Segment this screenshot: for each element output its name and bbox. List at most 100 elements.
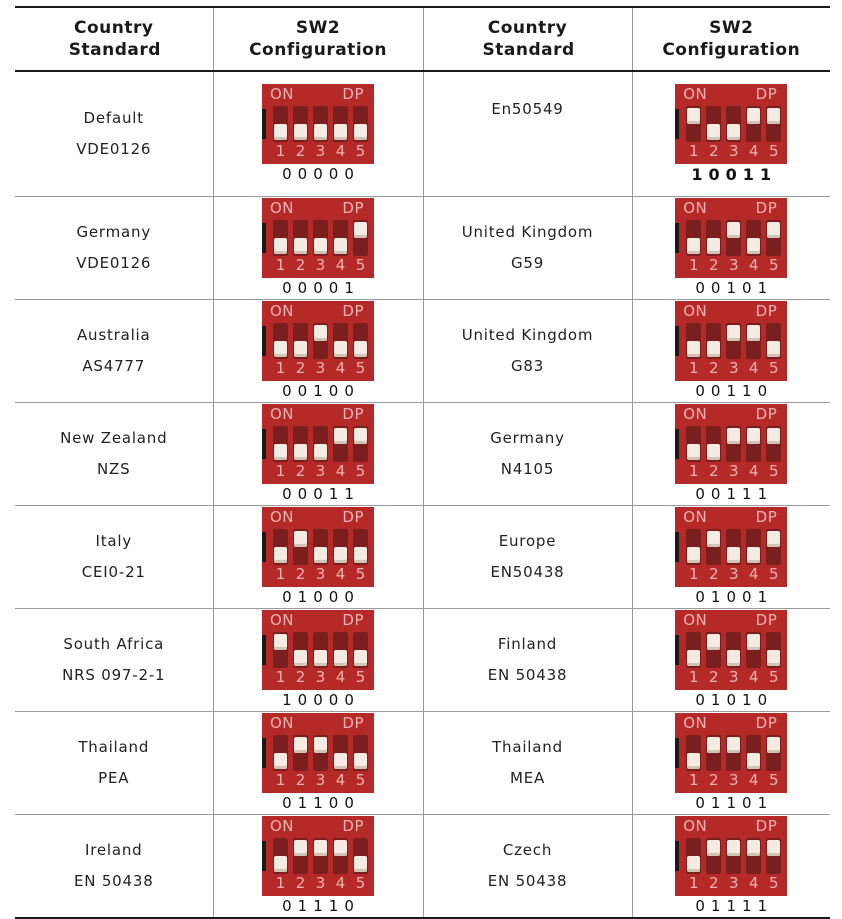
dip-number-1: 1 bbox=[688, 142, 699, 160]
dip-knob-5 bbox=[354, 856, 367, 872]
dip-notch bbox=[262, 532, 266, 562]
dip-notch bbox=[675, 223, 680, 253]
country-name: Europe bbox=[498, 532, 557, 550]
dip-knob-1 bbox=[274, 341, 287, 357]
sw2-config-cell: ON DP 1 2 3 4 5 01101 bbox=[631, 711, 830, 815]
country-name: United Kingdom bbox=[461, 326, 594, 344]
header-row: Country Standard SW2 Configuration Count… bbox=[15, 6, 830, 72]
dip-slot-5 bbox=[766, 838, 782, 874]
standard-name: EN 50438 bbox=[487, 872, 568, 890]
sw2-code: 10011 bbox=[691, 165, 778, 184]
dip-knob-5 bbox=[354, 753, 367, 769]
sw2-config-cell: ON DP 1 2 3 4 5 00100 bbox=[212, 299, 424, 403]
dip-number-4: 4 bbox=[748, 256, 759, 274]
dip-slot-4 bbox=[746, 529, 762, 565]
dip-number-1: 1 bbox=[688, 668, 699, 686]
dip-knob-3 bbox=[314, 840, 327, 856]
dip-knob-1 bbox=[687, 856, 701, 872]
country-cell: Europe EN50438 bbox=[422, 505, 633, 609]
dip-knob-4 bbox=[334, 840, 347, 856]
dip-dp-label: DP bbox=[755, 714, 778, 732]
dip-number-1: 1 bbox=[688, 462, 699, 480]
dip-number-3: 3 bbox=[315, 256, 326, 274]
dip-number-5: 5 bbox=[768, 874, 779, 892]
dip-dp-label: DP bbox=[755, 508, 778, 526]
country-name: New Zealand bbox=[60, 429, 168, 447]
dip-slot-2 bbox=[293, 323, 308, 359]
sw2-dip-switch: ON DP 1 2 3 4 5 01101 bbox=[675, 713, 788, 813]
sw2-config-cell: ON DP 1 2 3 4 5 00000 bbox=[212, 70, 424, 197]
dip-knob-4 bbox=[334, 547, 347, 563]
dip-switch-body: ON DP 1 2 3 4 5 bbox=[675, 404, 788, 484]
dip-knob-4 bbox=[747, 108, 761, 124]
dip-number-5: 5 bbox=[768, 142, 779, 160]
dip-number-5: 5 bbox=[768, 668, 779, 686]
country-name: Ireland bbox=[85, 841, 143, 859]
dip-switch-body: ON DP 1 2 3 4 5 bbox=[262, 713, 374, 793]
dip-dp-label: DP bbox=[755, 817, 778, 835]
dip-slot-3 bbox=[313, 838, 328, 874]
dip-slot-1 bbox=[273, 529, 288, 565]
dip-slot-5 bbox=[353, 632, 368, 668]
dip-slot-3 bbox=[313, 632, 328, 668]
dip-number-4: 4 bbox=[748, 668, 759, 686]
sw2-config-cell: ON DP 1 2 3 4 5 10000 bbox=[212, 608, 424, 712]
standard-name: PEA bbox=[98, 769, 130, 787]
dip-knob-5 bbox=[354, 124, 367, 140]
country-cell: United Kingdom G83 bbox=[422, 299, 633, 403]
sw2-code: 01110 bbox=[282, 897, 360, 915]
dip-slot-4 bbox=[333, 220, 348, 256]
dip-switch-body: ON DP 1 2 3 4 5 bbox=[675, 713, 788, 793]
country-cell: Finland EN 50438 bbox=[422, 608, 633, 712]
dip-slot-3 bbox=[726, 220, 742, 256]
dip-on-label: ON bbox=[270, 85, 295, 103]
dip-slot-2 bbox=[706, 838, 722, 874]
dip-switch-body: ON DP 1 2 3 4 5 bbox=[675, 198, 788, 278]
dip-number-5: 5 bbox=[355, 771, 366, 789]
dip-knob-4 bbox=[747, 753, 761, 769]
sw2-dip-switch: ON DP 1 2 3 4 5 01100 bbox=[262, 713, 374, 813]
dip-number-1: 1 bbox=[688, 256, 699, 274]
standard-name: EN50438 bbox=[490, 563, 565, 581]
dip-knob-1 bbox=[274, 634, 287, 650]
dip-number-4: 4 bbox=[748, 565, 759, 583]
standard-name: G83 bbox=[510, 357, 545, 375]
sw2-dip-switch: ON DP 1 2 3 4 5 00000 bbox=[262, 84, 374, 184]
dip-number-5: 5 bbox=[768, 359, 779, 377]
dip-slot-5 bbox=[766, 529, 782, 565]
dip-on-label: ON bbox=[683, 302, 708, 320]
dip-number-3: 3 bbox=[728, 771, 739, 789]
dip-number-2: 2 bbox=[708, 142, 719, 160]
dip-number-4: 4 bbox=[335, 874, 346, 892]
sw2-config-cell: ON DP 1 2 3 4 5 01110 bbox=[212, 814, 424, 919]
dip-slot-3 bbox=[313, 529, 328, 565]
dip-on-label: ON bbox=[683, 817, 708, 835]
dip-notch bbox=[262, 429, 266, 459]
dip-notch bbox=[262, 223, 266, 253]
dip-knob-2 bbox=[707, 341, 721, 357]
sw2-code: 01010 bbox=[695, 691, 774, 709]
dip-knob-5 bbox=[767, 840, 781, 856]
dip-knob-3 bbox=[314, 444, 327, 460]
dip-notch bbox=[675, 738, 680, 768]
dip-slot-4 bbox=[746, 632, 762, 668]
dip-on-label: ON bbox=[270, 302, 295, 320]
dip-number-2: 2 bbox=[708, 462, 719, 480]
standard-name: VDE0126 bbox=[76, 254, 152, 272]
dip-slot-1 bbox=[273, 220, 288, 256]
dip-number-3: 3 bbox=[315, 462, 326, 480]
dip-dp-label: DP bbox=[342, 714, 364, 732]
dip-slot-3 bbox=[726, 632, 742, 668]
dip-number-2: 2 bbox=[708, 874, 719, 892]
dip-knob-1 bbox=[274, 856, 287, 872]
dip-slot-2 bbox=[293, 529, 308, 565]
dip-knob-1 bbox=[687, 753, 701, 769]
standard-name: N4105 bbox=[500, 460, 555, 478]
dip-number-2: 2 bbox=[295, 874, 306, 892]
dip-knob-4 bbox=[334, 124, 347, 140]
dip-slot-2 bbox=[706, 632, 722, 668]
dip-number-4: 4 bbox=[335, 359, 346, 377]
sw2-code: 01111 bbox=[695, 897, 774, 915]
dip-number-1: 1 bbox=[275, 565, 286, 583]
dip-slot-1 bbox=[686, 838, 702, 874]
